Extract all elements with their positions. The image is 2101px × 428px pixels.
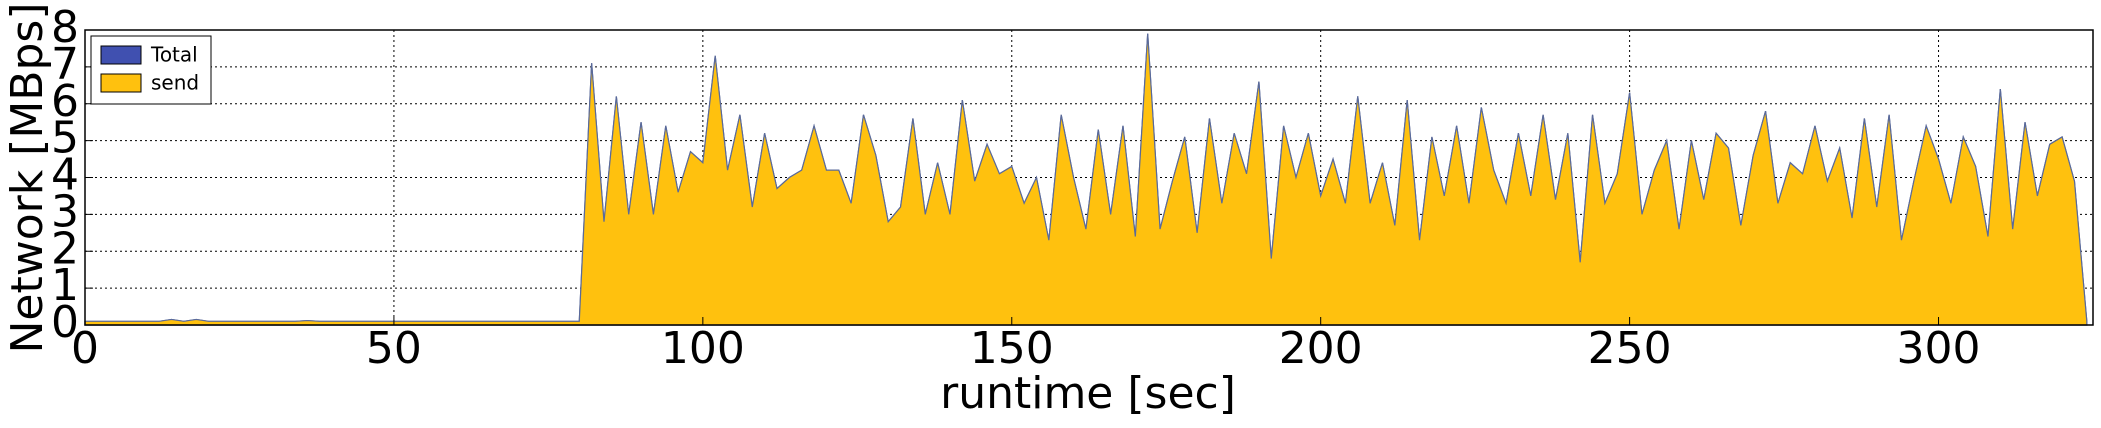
x-tick-label: 50 xyxy=(366,323,422,374)
area xyxy=(84,33,2088,326)
y-tick-label: 7 xyxy=(51,39,79,90)
legend-swatch xyxy=(100,45,142,65)
x-tick-label: 300 xyxy=(1897,323,1981,374)
y-tick-label: 6 xyxy=(51,76,79,127)
y-tick-label: 3 xyxy=(51,186,79,237)
x-tick-label: 150 xyxy=(970,323,1054,374)
legend-label: send xyxy=(151,71,199,95)
y-tick-label: 2 xyxy=(51,223,79,274)
x-tick-label: 200 xyxy=(1279,323,1363,374)
x-tick-label: 0 xyxy=(71,323,99,374)
y-axis-label: Network [MBps] xyxy=(2,2,53,353)
x-tick-label: 250 xyxy=(1588,323,1672,374)
y-tick-label: 0 xyxy=(51,297,79,348)
y-tick-label: 5 xyxy=(51,113,79,164)
y-tick-label: 4 xyxy=(51,150,79,201)
x-tick-label: 100 xyxy=(661,323,745,374)
legend-label: Total xyxy=(150,43,198,67)
legend-swatch xyxy=(100,73,142,93)
x-axis-label: runtime [sec] xyxy=(940,368,1236,419)
y-tick-label: 8 xyxy=(51,2,79,53)
y-tick-label: 1 xyxy=(51,260,79,311)
